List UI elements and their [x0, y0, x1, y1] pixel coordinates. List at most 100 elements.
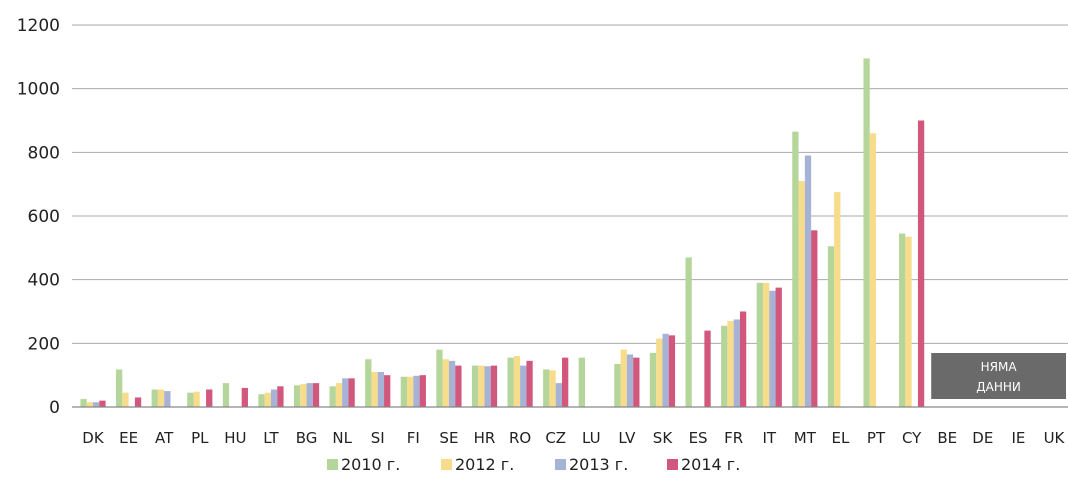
x-tick-label: HR — [474, 429, 496, 447]
bar — [620, 349, 627, 407]
bar-series — [80, 58, 925, 408]
bar — [86, 402, 93, 407]
bar — [834, 192, 841, 407]
bar — [721, 325, 728, 407]
bar — [365, 359, 372, 407]
x-tick-label: IE — [1011, 429, 1025, 447]
x-tick-label: SI — [371, 429, 385, 447]
x-tick-label: AT — [155, 429, 174, 447]
bar — [549, 370, 556, 407]
x-tick-label: EL — [832, 429, 850, 447]
legend-swatch — [327, 459, 338, 470]
no-data-background — [931, 353, 1066, 399]
bar — [335, 383, 343, 407]
y-axis-ticks: 0 200 400 600 800 1000 1200 — [17, 16, 60, 418]
x-tick-label: PL — [191, 429, 209, 447]
x-tick-label: PT — [867, 429, 886, 447]
bar — [869, 133, 877, 407]
bar — [442, 359, 449, 407]
x-axis-ticks: DK EE AT PL HU LT BG NL SI FI SE HR RO CZ LU LV SK ES FR IT… — [82, 429, 1065, 447]
bar — [413, 375, 420, 407]
bar — [775, 287, 782, 407]
bar — [348, 378, 355, 407]
bar — [626, 354, 634, 407]
x-tick-label: CY — [902, 429, 922, 447]
x-tick-label: SE — [439, 429, 458, 447]
legend-label: 2014 г. — [681, 455, 740, 474]
x-tick-label: LU — [582, 429, 601, 447]
x-tick-label: BE — [937, 429, 957, 447]
x-tick-label: NL — [332, 429, 352, 447]
bar — [899, 233, 906, 407]
x-tick-label: BG — [296, 429, 318, 447]
x-tick-label: CZ — [545, 429, 566, 447]
bar — [306, 383, 313, 407]
bar — [151, 389, 158, 407]
bar — [555, 383, 563, 407]
bar — [649, 352, 657, 407]
bar — [562, 357, 569, 407]
x-tick-label: MT — [794, 429, 817, 447]
bar — [798, 180, 805, 407]
bar — [407, 376, 414, 407]
bar — [206, 389, 213, 407]
bar — [436, 349, 443, 407]
x-tick-label: FR — [724, 429, 743, 447]
bar — [264, 392, 271, 407]
bar — [93, 402, 100, 407]
bar — [863, 58, 870, 408]
legend-swatch — [667, 459, 678, 470]
bar — [513, 356, 521, 407]
x-tick-label: IT — [762, 429, 776, 447]
bar — [685, 257, 692, 407]
bar — [342, 378, 349, 407]
bar — [762, 282, 770, 407]
bar — [526, 360, 533, 407]
bar — [484, 366, 491, 407]
bar — [187, 392, 194, 407]
no-data-box: НЯМА ДАННИ — [931, 353, 1066, 399]
bar — [917, 120, 925, 407]
x-tick-label: RO — [509, 429, 531, 447]
bar — [827, 246, 835, 407]
y-tick-label: 1200 — [17, 16, 60, 36]
y-tick-label: 1000 — [17, 80, 60, 100]
bar — [507, 357, 514, 407]
bar — [662, 333, 669, 407]
bar — [578, 357, 585, 407]
x-tick-label: ES — [689, 429, 708, 447]
legend-swatch — [555, 459, 566, 470]
bar — [733, 319, 740, 407]
bar — [633, 357, 640, 407]
y-tick-label: 200 — [28, 334, 60, 354]
bar — [400, 376, 408, 407]
bar — [727, 321, 734, 407]
bar — [377, 371, 385, 407]
bar — [471, 365, 479, 407]
bar — [193, 391, 200, 407]
no-data-label-line1: НЯМА — [981, 360, 1018, 374]
bar — [614, 364, 621, 407]
bar — [792, 131, 799, 407]
x-tick-label: HU — [224, 429, 246, 447]
bar — [222, 383, 230, 407]
x-tick-label: LV — [618, 429, 636, 447]
legend: 2010 г. 2012 г. 2013 г. 2014 г. — [327, 455, 740, 474]
bar — [756, 282, 763, 407]
bar — [312, 383, 320, 407]
bar — [122, 392, 129, 407]
bar — [384, 375, 391, 407]
bar — [277, 386, 284, 407]
y-tick-label: 800 — [28, 143, 60, 163]
bar — [804, 155, 812, 407]
legend-label: 2013 г. — [569, 455, 628, 474]
bar — [811, 230, 818, 407]
bar — [293, 385, 301, 407]
x-tick-label: LT — [263, 429, 279, 447]
bar — [371, 371, 378, 407]
bar — [543, 369, 550, 407]
y-tick-label: 400 — [28, 271, 60, 291]
bar — [656, 338, 663, 407]
x-tick-label: FI — [407, 429, 420, 447]
